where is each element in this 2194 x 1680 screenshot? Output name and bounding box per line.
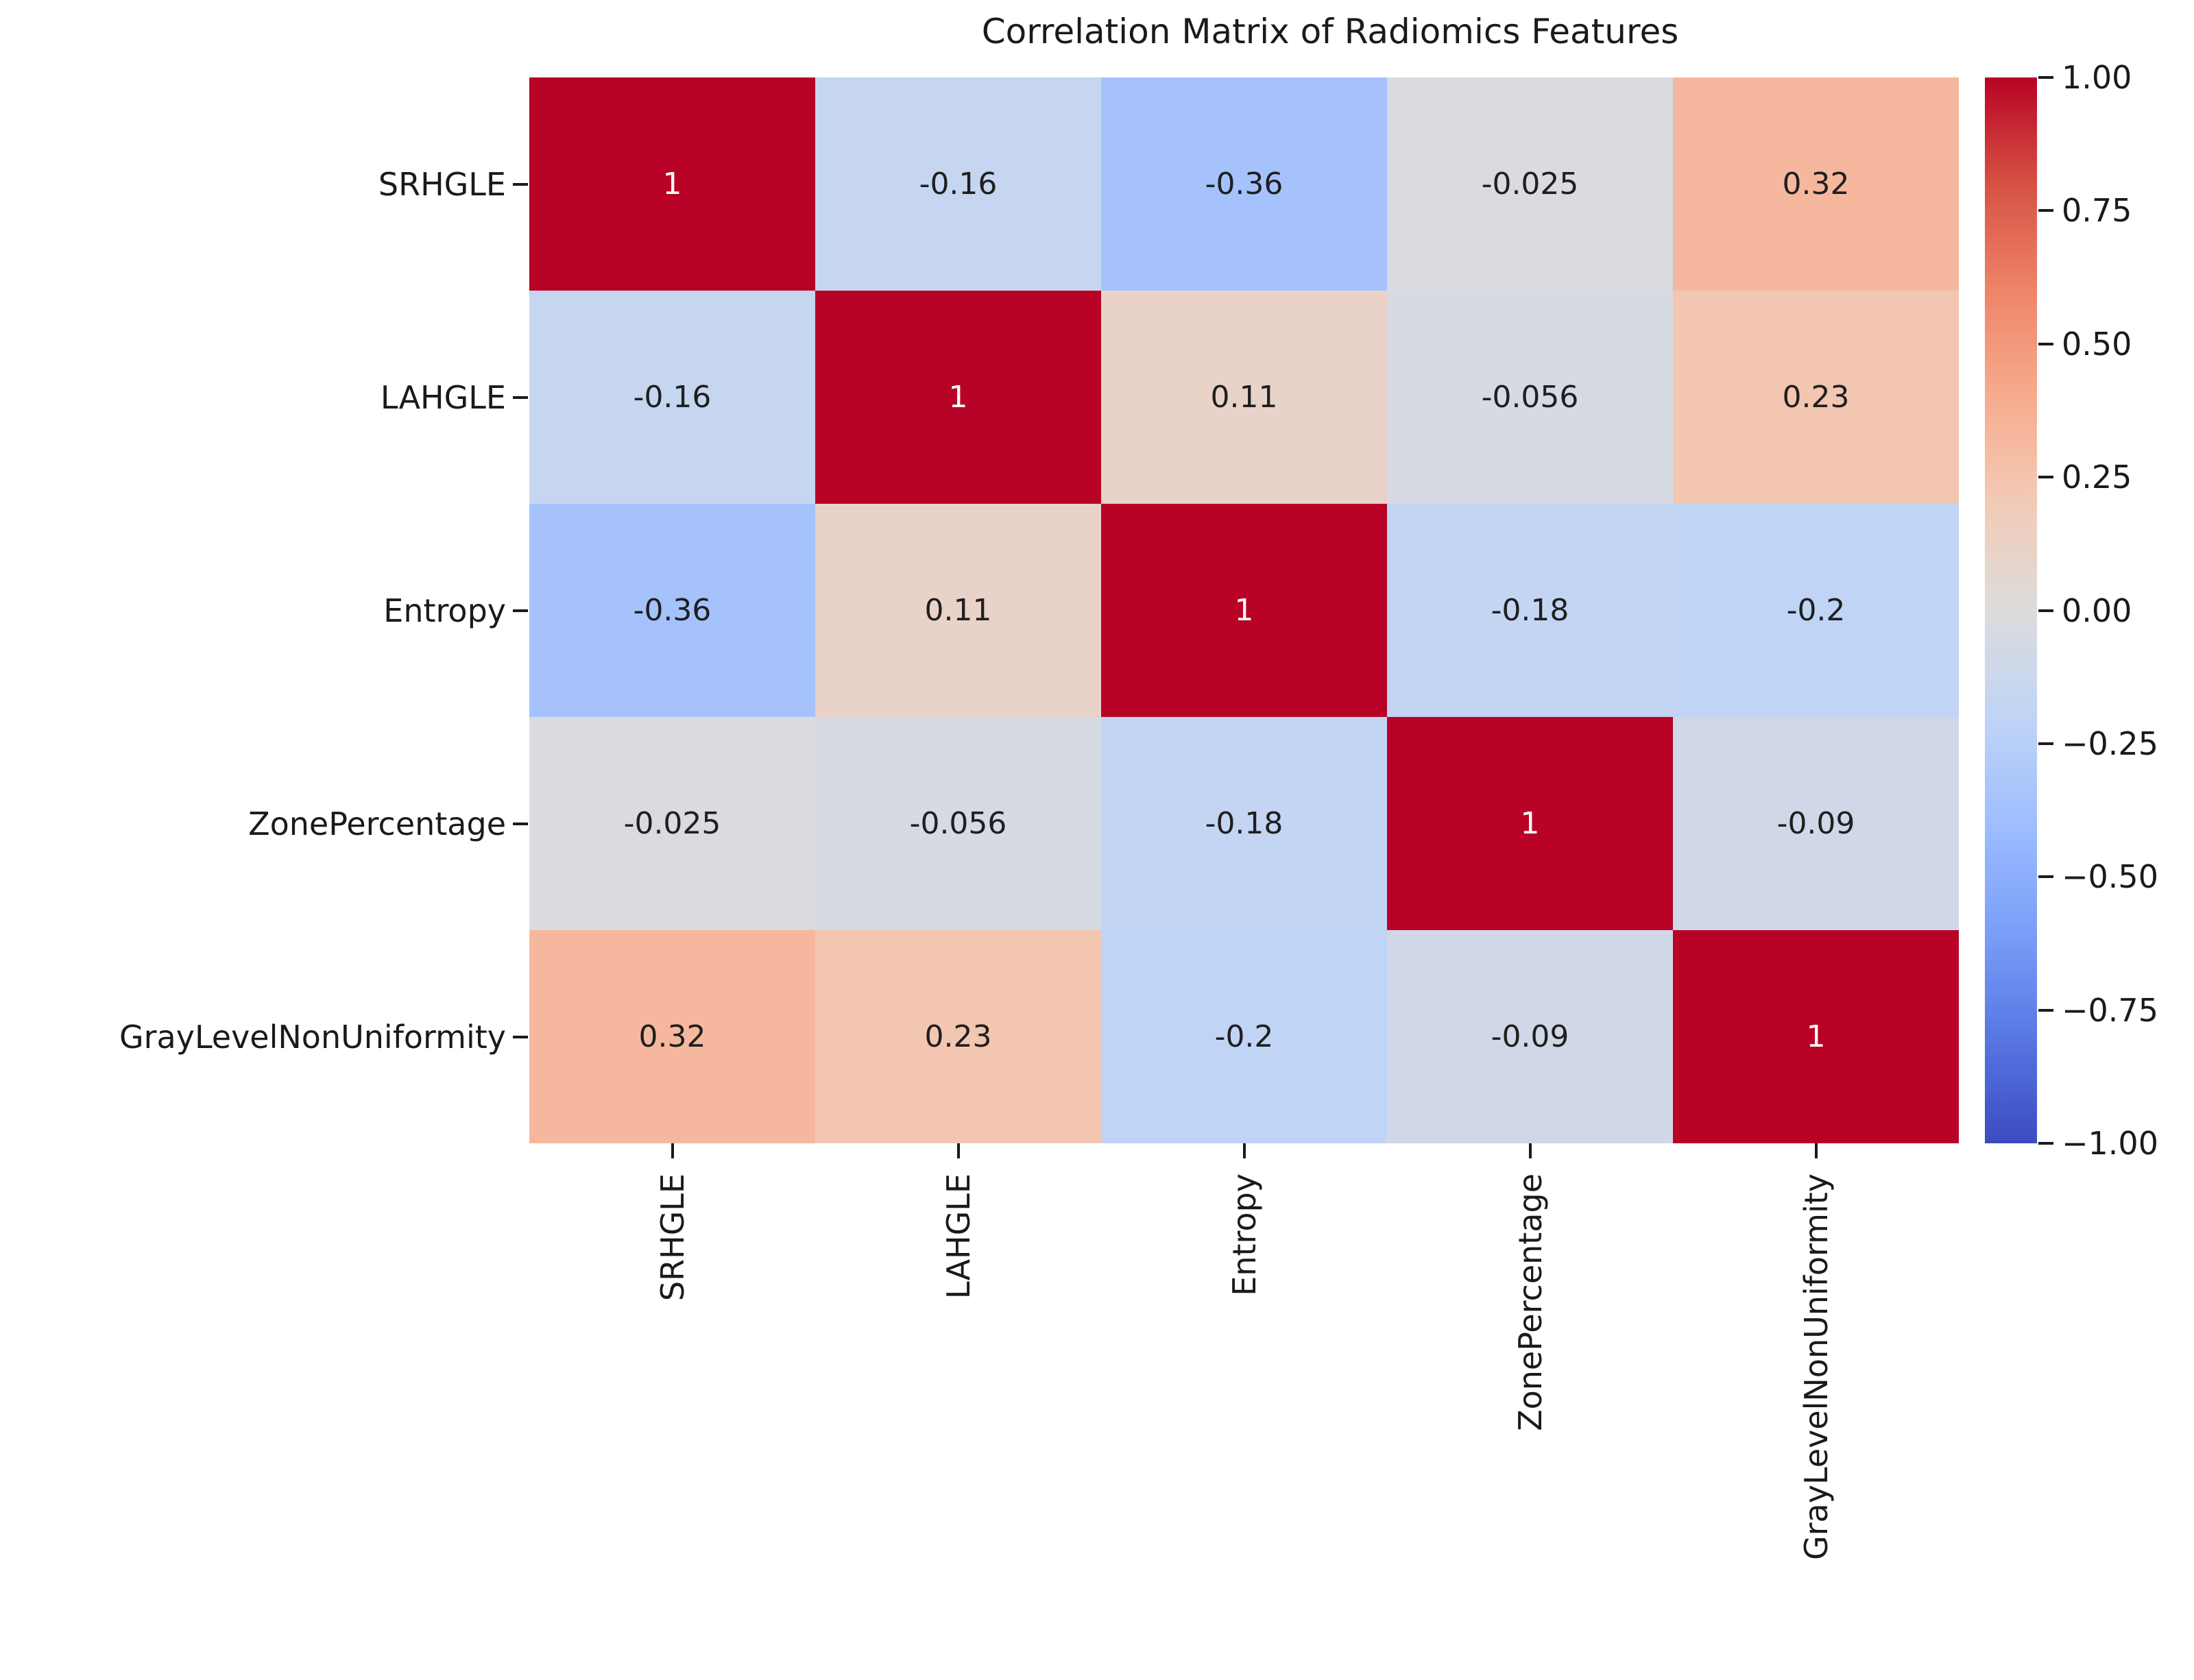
heatmap-cell: 1	[1387, 717, 1673, 930]
colorbar-tick-mark	[2038, 1008, 2053, 1012]
y-axis-label: GrayLevelNonUniformity	[119, 1018, 506, 1056]
x-axis-label: GrayLevelNonUniformity	[1797, 1173, 1835, 1560]
heatmap-cell: 1	[1673, 930, 1959, 1143]
colorbar-tick-mark	[2038, 875, 2053, 879]
y-tick-mark	[513, 822, 528, 825]
colorbar-tick-label: 0.50	[2062, 325, 2132, 363]
heatmap-cell: 0.11	[1101, 291, 1387, 504]
colorbar-tick-label: 0.25	[2062, 459, 2132, 496]
y-tick-mark	[513, 395, 528, 399]
heatmap-cell: -0.025	[529, 717, 815, 930]
heatmap-cell: -0.16	[529, 291, 815, 504]
heatmap-cell: -0.16	[815, 77, 1101, 291]
heatmap-cell: 1	[529, 77, 815, 291]
y-tick-mark	[513, 1035, 528, 1038]
x-tick-mark	[956, 1143, 960, 1158]
colorbar-tick-mark	[2038, 209, 2053, 212]
x-axis-label: ZonePercentage	[1511, 1173, 1549, 1431]
y-axis-label: Entropy	[383, 592, 506, 629]
y-axis-label: LAHGLE	[380, 378, 506, 416]
heatmap: 1 -0.16 -0.36 -0.025 0.32 -0.16 1 0.11 -0.056 0.2…	[529, 77, 1959, 1143]
heatmap-cell: -0.18	[1101, 717, 1387, 930]
x-axis-label: LAHGLE	[939, 1173, 977, 1300]
x-axis-label: Entropy	[1225, 1173, 1263, 1296]
heatmap-cell: 0.32	[1673, 77, 1959, 291]
colorbar-tick-mark	[2038, 342, 2053, 345]
heatmap-cell: -0.025	[1387, 77, 1673, 291]
colorbar-tick-label: −0.50	[2062, 858, 2158, 896]
heatmap-cell: 0.32	[529, 930, 815, 1143]
y-tick-mark	[513, 609, 528, 612]
colorbar-tick-label: −0.25	[2062, 725, 2158, 762]
heatmap-cell: -0.09	[1673, 717, 1959, 930]
heatmap-cell: 0.11	[815, 504, 1101, 717]
heatmap-cell: 0.23	[1673, 291, 1959, 504]
heatmap-cell: -0.36	[1101, 77, 1387, 291]
colorbar-gradient	[1985, 77, 2037, 1143]
colorbar-tick-label: −1.00	[2062, 1125, 2158, 1162]
x-tick-mark	[1814, 1143, 1818, 1158]
colorbar-tick-mark	[2038, 476, 2053, 479]
heatmap-cell: -0.2	[1673, 504, 1959, 717]
colorbar-tick-mark	[2038, 742, 2053, 745]
x-tick-mark	[1242, 1143, 1246, 1158]
colorbar-tick-label: 0.00	[2062, 592, 2132, 629]
y-axis-label: SRHGLE	[378, 165, 506, 203]
x-axis-label: SRHGLE	[653, 1173, 691, 1302]
colorbar-tick-mark	[2038, 1142, 2053, 1145]
colorbar-tick-label: −0.75	[2062, 991, 2158, 1029]
x-tick-mark	[671, 1143, 674, 1158]
heatmap-cell: -0.36	[529, 504, 815, 717]
heatmap-cell: -0.18	[1387, 504, 1673, 717]
heatmap-cell: 1	[815, 291, 1101, 504]
colorbar-tick-mark	[2038, 609, 2053, 612]
colorbar-tick-mark	[2038, 76, 2053, 79]
y-tick-mark	[513, 182, 528, 186]
heatmap-cell: 0.23	[815, 930, 1101, 1143]
y-axis-label: ZonePercentage	[248, 805, 506, 842]
heatmap-cell: -0.2	[1101, 930, 1387, 1143]
heatmap-cell: -0.056	[815, 717, 1101, 930]
colorbar-tick-label: 0.75	[2062, 192, 2132, 230]
x-tick-mark	[1528, 1143, 1532, 1158]
heatmap-cell: -0.09	[1387, 930, 1673, 1143]
chart-title: Correlation Matrix of Radiomics Features	[981, 12, 1679, 51]
heatmap-cell: 1	[1101, 504, 1387, 717]
colorbar-tick-label: 1.00	[2062, 59, 2132, 96]
heatmap-cell: -0.056	[1387, 291, 1673, 504]
